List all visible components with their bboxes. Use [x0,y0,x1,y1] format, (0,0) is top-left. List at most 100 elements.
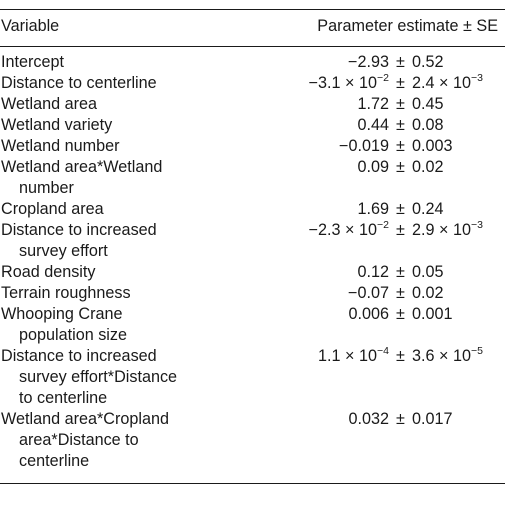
variable-cell: Wetland number [0,136,245,157]
estimate-value: 0.032 [348,410,389,428]
variable-label-line: Wetland area*Wetland [1,158,163,176]
variable-label-line: area*Distance to [19,431,139,449]
table-row: Whooping Crane population size 0.006 ±0.001 [0,304,510,346]
estimate-cell: 0.12 ±0.05 [245,262,510,283]
estimate-value: 1.72 [357,95,389,113]
plus-minus-symbol: ± [396,284,405,302]
estimate-value: 1.1 × 10−4 [318,344,389,365]
header-rule [0,46,505,47]
estimate-cell: −0.07 ±0.02 [245,283,510,304]
table-row: Distance to centerline −3.1 × 10−2 ±2.4 × … [0,71,510,94]
variable-cell: Road density [0,262,245,283]
variable-cell: Distance to increased survey effort*Dista… [0,346,245,409]
table-row: Wetland area 1.72 ±0.45 [0,94,510,115]
estimate-cell: −2.3 × 10−2 ±2.9 × 10−3 [245,218,510,241]
standard-error-value: 0.24 [412,200,444,218]
estimate-cell: 0.032 ±0.017 [245,409,510,430]
estimate-value: 0.12 [357,263,389,281]
estimate-cell: 1.1 × 10−4 ±3.6 × 10−5 [245,344,510,367]
standard-error-value: 0.017 [412,410,453,428]
table-row: Wetland area*Wetland number 0.09 ±0.02 [0,157,510,199]
table-row: Cropland area 1.69 ±0.24 [0,199,510,220]
variable-label-line: Wetland area [1,95,97,113]
table-row: Intercept −2.93 ±0.52 [0,52,510,73]
plus-minus-symbol: ± [396,158,405,176]
plus-minus-symbol: ± [396,221,405,239]
table-row: Wetland area*Cropland area*Distance to cen… [0,409,510,472]
variable-label-line: population size [19,326,127,344]
estimate-cell: −0.019 ±0.003 [245,136,510,157]
variable-label-line: Distance to increased [1,347,157,365]
plus-minus-symbol: ± [396,74,405,92]
plus-minus-symbol: ± [396,200,405,218]
table-row: Distance to increased survey effort*Dista… [0,344,510,409]
estimate-cell: 0.006 ±0.001 [245,304,510,325]
estimate-value: 0.006 [348,305,389,323]
column-header-variable: Variable [1,17,60,35]
standard-error-value: 0.08 [412,116,444,134]
variable-cell: Terrain roughness [0,283,245,304]
standard-error-value: 0.02 [412,284,444,302]
variable-label-line: Road density [1,263,96,281]
standard-error-value: 0.003 [412,137,453,155]
plus-minus-symbol: ± [396,137,405,155]
table-row: Wetland variety 0.44 ±0.08 [0,115,510,136]
estimate-value: 1.69 [357,200,389,218]
variable-label-line: Wetland variety [1,116,113,134]
variable-cell: Whooping Crane population size [0,304,245,346]
standard-error-value: 2.9 × 10−3 [412,218,483,239]
column-header-estimate: Parameter estimate ± SE [317,17,498,35]
variable-label-line: Distance to centerline [1,74,157,92]
estimate-cell: 0.44 ±0.08 [245,115,510,136]
variable-label-line: Intercept [1,53,64,71]
standard-error-value: 0.001 [412,305,453,323]
estimate-value: 0.44 [357,116,389,134]
estimate-cell: 0.09 ±0.02 [245,157,510,178]
variable-cell: Intercept [0,52,245,73]
estimate-cell: −2.93 ±0.52 [245,52,510,73]
plus-minus-symbol: ± [396,263,405,281]
variable-label-line: number [19,179,74,197]
estimate-value: −2.3 × 10−2 [308,218,389,239]
variable-label-line: Whooping Crane [1,305,123,323]
variable-label-line: survey effort*Distance [19,368,178,386]
variable-cell: Wetland area*Cropland area*Distance to cen… [0,409,245,472]
standard-error-value: 0.02 [412,158,444,176]
plus-minus-symbol: ± [396,347,405,365]
variable-label-line: Terrain roughness [1,284,131,302]
table-row: Terrain roughness −0.07 ±0.02 [0,283,510,304]
standard-error-value: 0.52 [412,53,444,71]
standard-error-value: 0.05 [412,263,444,281]
variable-label-line: Cropland area [1,200,104,218]
top-rule [0,9,505,11]
estimate-cell: 1.69 ±0.24 [245,199,510,220]
plus-minus-symbol: ± [396,410,405,428]
table-row: Distance to increased survey effort −2.3 ×… [0,218,510,262]
estimate-value: −2.93 [348,53,389,71]
estimate-cell: −3.1 × 10−2 ±2.4 × 10−3 [245,71,510,94]
variable-label-line: Distance to increased [1,221,157,239]
variable-label-line: survey effort [19,242,108,260]
variable-cell: Wetland area [0,94,245,115]
bottom-rule [0,483,505,485]
standard-error-value: 3.6 × 10−5 [412,344,483,365]
estimate-cell: 1.72 ±0.45 [245,94,510,115]
variable-cell: Wetland variety [0,115,245,136]
estimate-value: −0.07 [348,284,389,302]
table-body: Intercept −2.93 ±0.52 Distance to centerlin… [0,52,510,472]
variable-label-line: centerline [19,452,90,470]
variable-cell: Cropland area [0,199,245,220]
variable-cell: Distance to centerline [0,73,245,94]
standard-error-value: 2.4 × 10−3 [412,71,483,92]
plus-minus-symbol: ± [396,95,405,113]
variable-cell: Distance to increased survey effort [0,220,245,262]
plus-minus-symbol: ± [396,116,405,134]
variable-label-line: Wetland number [1,137,120,155]
variable-label-line: Wetland area*Cropland [1,410,169,428]
estimate-value: 0.09 [357,158,389,176]
standard-error-value: 0.45 [412,95,444,113]
estimate-value: −0.019 [339,137,389,155]
variable-cell: Wetland area*Wetland number [0,157,245,199]
plus-minus-symbol: ± [396,305,405,323]
